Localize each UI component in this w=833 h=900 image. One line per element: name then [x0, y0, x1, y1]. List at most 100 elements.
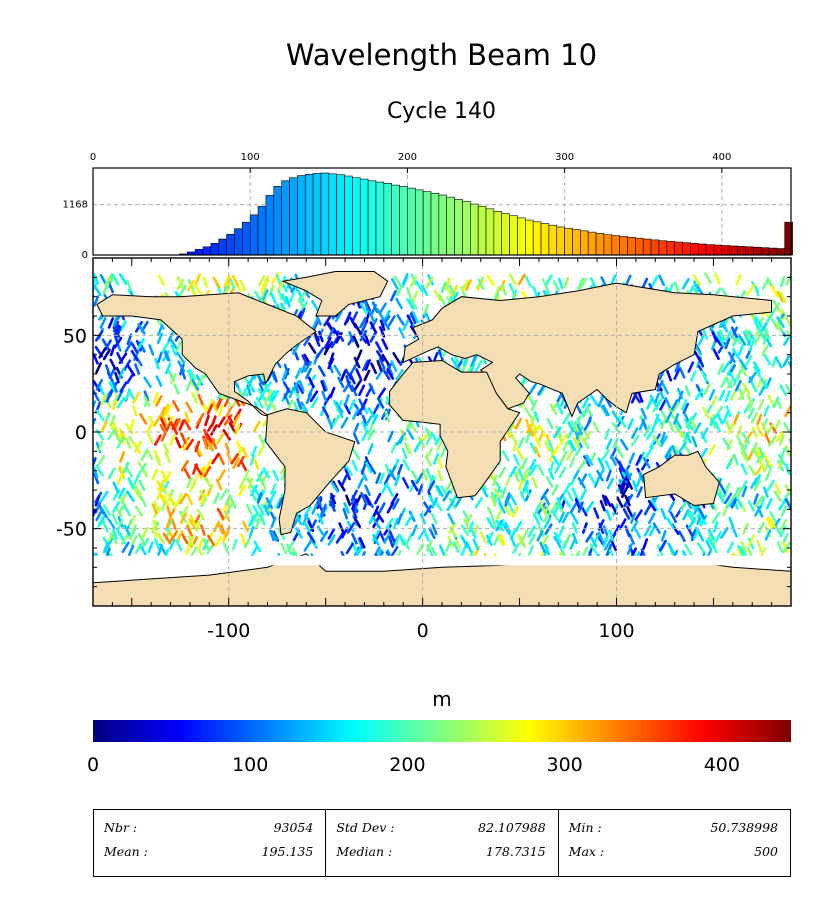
map-panel: -100 0 100 -50 0 50 [56, 257, 792, 642]
swath-segment [425, 467, 432, 480]
swath-segment [670, 399, 679, 411]
swath-segment [741, 432, 751, 444]
swath-segment [353, 516, 362, 528]
swath-segment [486, 274, 495, 287]
swath-segment [630, 512, 637, 524]
swath-segment [194, 273, 201, 286]
swath-segment [619, 518, 627, 530]
swath-segment [193, 513, 201, 526]
swath-segment [709, 414, 718, 427]
swath-segment [179, 512, 188, 524]
swath-segment [716, 413, 724, 425]
swath-segment [169, 530, 179, 542]
swath-segment [291, 517, 300, 529]
swath-segment [113, 324, 121, 337]
swath-segment [344, 464, 353, 476]
swath-segment [711, 512, 721, 524]
swath-segment [112, 501, 120, 513]
swath-segment [232, 457, 240, 470]
swath-segment [549, 403, 558, 416]
swath-segment [356, 349, 363, 362]
swath-segment [294, 513, 303, 526]
histogram-bar [257, 205, 267, 256]
swath-segment [509, 535, 516, 547]
swath-segment [365, 461, 373, 474]
swath-segment [164, 404, 172, 416]
swath-segment [425, 427, 432, 439]
swath-segment [348, 399, 356, 411]
swath-segment [211, 452, 220, 465]
swath-segment [300, 361, 307, 374]
histogram-bar [249, 214, 259, 256]
swath-segment [155, 454, 162, 467]
swath-segment [592, 421, 600, 433]
swath-segment [558, 466, 567, 479]
swath-segment [747, 407, 755, 420]
swath-segment [724, 492, 733, 505]
swath-segment [217, 416, 226, 428]
swath-segment [383, 309, 391, 322]
swath-segment [223, 277, 232, 290]
swath-segment [327, 328, 335, 340]
swath-segment [124, 341, 133, 353]
swath-segment [390, 546, 399, 558]
swath-segment [263, 504, 270, 517]
swath-segment [624, 494, 631, 507]
swath-segment [156, 480, 165, 492]
swath-segment [340, 527, 349, 539]
swath-segment [338, 522, 345, 534]
swath-segment [679, 499, 688, 512]
stats-column-range: Min : 50.738998 Max : 500 [559, 810, 790, 876]
swath-segment [215, 397, 222, 410]
swath-segment [726, 363, 735, 376]
swath-segment [355, 368, 362, 380]
swath-segment [610, 274, 617, 286]
swath-segment [191, 378, 200, 391]
swath-segment [732, 453, 739, 466]
swath-segment [630, 434, 640, 447]
histogram-bar [273, 186, 282, 256]
swath-segment [350, 384, 358, 397]
swath-segment [245, 503, 253, 516]
swath-segment [351, 459, 359, 472]
swath-segment [114, 371, 120, 384]
swath-segment [384, 463, 391, 476]
swath-segment [764, 529, 772, 541]
swath-segment [503, 504, 512, 517]
swath-segment [180, 532, 189, 545]
swath-segment [195, 520, 201, 533]
swath-segment [241, 387, 248, 400]
swath-segment [558, 525, 565, 537]
swath-segment [105, 364, 111, 376]
swath-segment [669, 511, 677, 523]
swath-segment [396, 313, 405, 326]
swath-segment [579, 473, 588, 485]
hist-tick-label-x: 0 [90, 152, 96, 163]
swath-segment [162, 442, 170, 455]
swath-segment [159, 492, 166, 505]
swath-segment [667, 542, 675, 555]
swath-segment [282, 381, 291, 393]
colorbar-gradient [93, 720, 791, 742]
swath-segment [210, 424, 218, 436]
swath-segment [539, 503, 547, 516]
swath-segment [364, 334, 371, 346]
swath-segment [134, 505, 144, 517]
swath-segment [93, 276, 98, 287]
swath-segment [448, 284, 456, 297]
swath-segment [389, 465, 397, 477]
histogram-bar [422, 191, 432, 256]
swath-segment [126, 279, 133, 292]
swath-segment [462, 510, 470, 522]
swath-segment [369, 321, 377, 333]
swath-segment [390, 441, 398, 454]
swath-segment [423, 504, 433, 517]
swath-segment [693, 350, 702, 363]
histogram-bar [760, 247, 770, 256]
swath-segment [194, 440, 201, 453]
swath-segment [151, 503, 158, 515]
swath-segment [134, 542, 143, 554]
swath-segment [130, 341, 139, 354]
swath-segment [624, 274, 632, 287]
swath-segment [257, 503, 265, 516]
